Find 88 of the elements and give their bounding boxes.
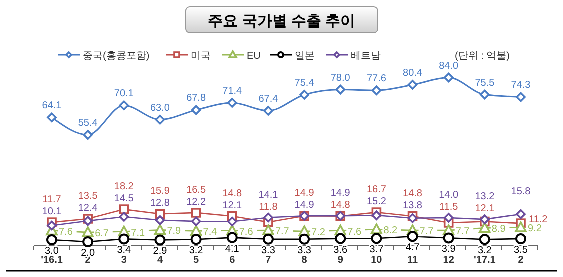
data-label: 3.7 — [370, 244, 384, 256]
data-label: 7.1 — [131, 228, 146, 239]
data-label: 12.1 — [475, 204, 496, 215]
data-label: 15.8 — [511, 186, 532, 198]
x-tick-label: 3 — [121, 255, 128, 266]
data-label: 11.5 — [439, 202, 459, 213]
data-label: 64.1 — [42, 100, 62, 112]
data-label: 18.2 — [114, 182, 134, 193]
data-label: 3.6 — [334, 244, 348, 256]
data-label: 80.4 — [403, 68, 423, 79]
data-label: 7.7 — [275, 226, 290, 238]
data-label: 7.6 — [59, 226, 74, 238]
x-tick-label: 12 — [443, 255, 455, 266]
data-label: 3.4 — [117, 245, 132, 256]
data-label: 71.4 — [222, 86, 243, 98]
data-label: 15.2 — [366, 196, 387, 208]
data-label: 7.2 — [312, 228, 326, 239]
data-label: 70.1 — [114, 88, 134, 100]
data-label: 14.8 — [403, 188, 423, 200]
x-tick-label: 11 — [407, 255, 418, 266]
legend-label: 일본 — [295, 51, 315, 62]
x-tick-label: 8 — [302, 255, 308, 266]
data-label: 14.9 — [294, 200, 315, 212]
data-label: 78.0 — [330, 72, 351, 84]
data-label: 74.3 — [511, 80, 532, 92]
data-label: 12.1 — [222, 200, 243, 212]
data-label: 4.1 — [225, 244, 240, 255]
data-label: 84.0 — [439, 60, 460, 72]
x-tick-label: 9 — [338, 255, 344, 266]
data-label: 7.4 — [203, 227, 218, 238]
data-label: 3.0 — [45, 246, 60, 257]
legend-label: 중국(홍콩포함) — [83, 51, 150, 62]
data-label: 67.8 — [186, 93, 206, 104]
data-label: 7.7 — [420, 226, 434, 238]
x-tick-label: 2 — [518, 255, 524, 266]
data-label: 12.2 — [186, 196, 206, 208]
data-label: 55.4 — [78, 118, 98, 130]
data-label: 6.7 — [95, 228, 110, 240]
data-label: 14.1 — [258, 190, 279, 201]
data-label: 14.9 — [330, 188, 351, 200]
legend-label: 베트남 — [351, 51, 381, 62]
data-label: 11.7 — [42, 194, 62, 206]
data-label: 7.9 — [167, 226, 182, 238]
data-label: 3.9 — [442, 244, 456, 256]
x-tick-label: 6 — [230, 255, 236, 266]
data-label: 2.9 — [153, 246, 168, 258]
data-label: 3.3 — [298, 245, 312, 256]
data-label: 8.9 — [492, 224, 506, 236]
data-label: 77.6 — [366, 74, 387, 85]
data-label: 12.4 — [78, 202, 98, 214]
legend-label: EU — [247, 51, 261, 62]
data-label: 13.8 — [403, 200, 423, 212]
data-label: 75.4 — [294, 78, 315, 89]
x-tick-label: 7 — [266, 255, 272, 266]
data-label: 11.8 — [259, 202, 278, 213]
data-label: 14.8 — [330, 200, 351, 212]
x-tick-label: 10 — [371, 255, 383, 266]
data-label: 14.8 — [222, 188, 243, 200]
data-label: 14.9 — [294, 188, 315, 200]
data-label: 11.2 — [529, 214, 548, 226]
data-label: 14.5 — [114, 194, 134, 205]
text: (단위 : 억불) — [455, 51, 510, 62]
data-label: 15.9 — [150, 186, 170, 198]
x-tick-label: 4 — [157, 255, 164, 266]
data-label: 16.5 — [186, 184, 206, 196]
data-label: 67.4 — [258, 94, 279, 106]
data-label: 10.1 — [42, 206, 62, 218]
data-label: 3.2 — [189, 246, 204, 257]
data-label: 3.3 — [262, 245, 276, 256]
data-label: 63.0 — [150, 102, 170, 114]
chart-title: 주요 국가별 수출 추이 — [208, 13, 356, 30]
x-tick-label: 5 — [194, 255, 200, 266]
data-label: 75.5 — [475, 78, 496, 89]
data-label: 7.7 — [456, 226, 470, 238]
data-label: 3.2 — [478, 246, 492, 257]
data-label: 14.0 — [439, 190, 460, 201]
data-label: 13.2 — [475, 192, 496, 203]
data-label: 9.2 — [528, 224, 542, 235]
x-tick-label: '17.1 — [474, 255, 496, 266]
data-label: 16.7 — [366, 184, 387, 196]
data-label: 7.6 — [348, 226, 362, 238]
data-label: 13.5 — [78, 190, 98, 202]
x-tick-label: '16.1 — [41, 255, 64, 266]
legend-label: 미국 — [191, 51, 211, 62]
data-label: 8.2 — [384, 226, 398, 237]
data-label: 12.8 — [150, 198, 170, 210]
data-label: 3.5 — [514, 244, 528, 256]
data-label: 7.6 — [239, 226, 254, 238]
